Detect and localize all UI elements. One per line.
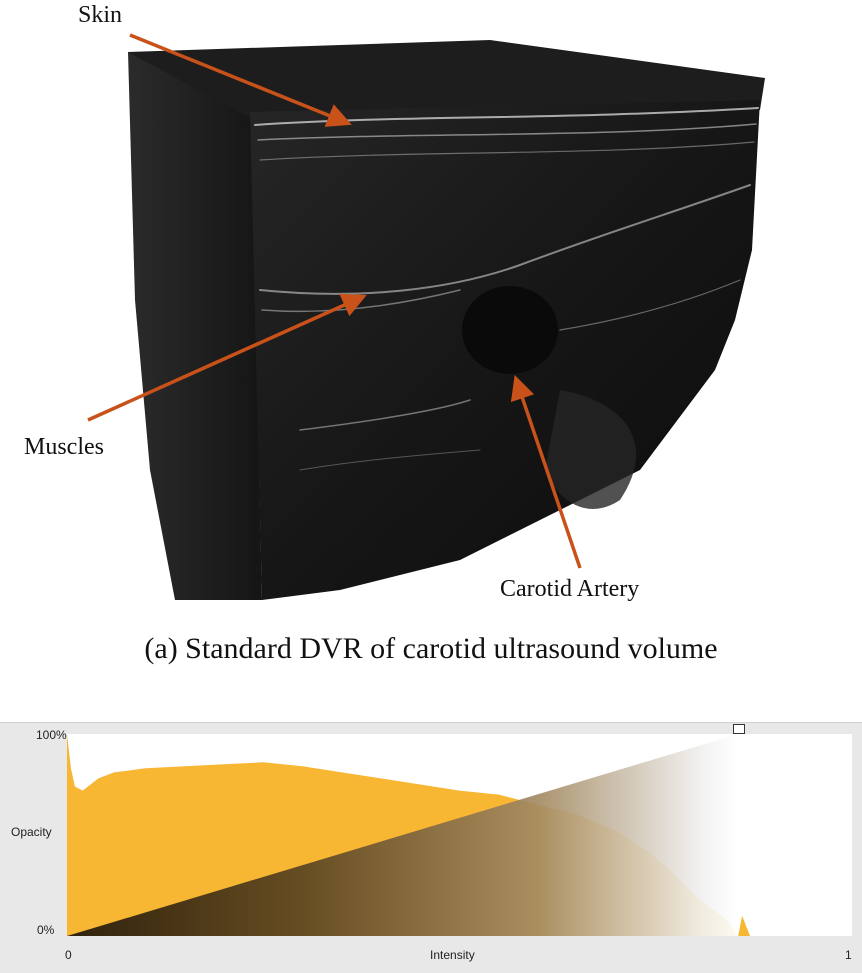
control-point-handle[interactable] (733, 724, 745, 734)
opacity-ramp[interactable] (67, 734, 739, 936)
dvr-volume-image (87, 33, 765, 600)
muscles-label: Muscles (24, 434, 104, 460)
carotid-lumen (462, 286, 558, 374)
x-axis-title: Intensity (430, 948, 475, 962)
shadow-region (545, 390, 637, 509)
y-axis-title: Opacity (11, 825, 52, 839)
carotid-artery-label: Carotid Artery (500, 576, 640, 602)
skin-arrow (129, 33, 352, 127)
dvr-figure: Skin Muscles Carotid Artery (24, 2, 765, 602)
tissue-streaks (254, 107, 759, 471)
y-label-bottom: 0% (37, 923, 55, 937)
x-label-right: 1 (845, 948, 852, 962)
volume-side-face (128, 52, 262, 600)
y-label-top: 100% (36, 728, 67, 742)
muscles-arrow (87, 293, 367, 422)
skin-label: Skin (78, 2, 123, 28)
transfer-function-chart[interactable] (67, 734, 852, 936)
carotid-arrow (510, 375, 582, 569)
transfer-function-plot[interactable] (67, 734, 852, 936)
x-label-left: 0 (65, 948, 72, 962)
figure-caption: (a) Standard DVR of carotid ultrasound v… (144, 632, 718, 665)
